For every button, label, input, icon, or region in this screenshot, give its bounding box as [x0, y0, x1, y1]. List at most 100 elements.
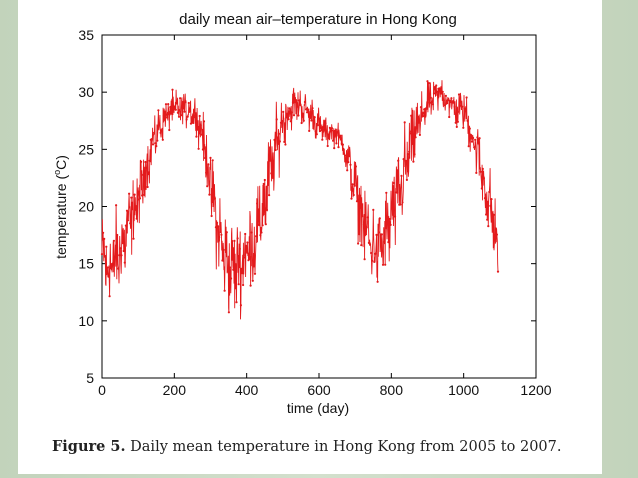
data-point — [473, 146, 476, 149]
data-point — [310, 119, 313, 122]
data-point — [381, 263, 385, 266]
data-point — [225, 231, 228, 234]
data-point — [151, 143, 155, 146]
data-point — [401, 201, 404, 204]
data-point — [211, 159, 214, 162]
data-point — [323, 128, 326, 132]
y-axis-label: temperature (oC) — [52, 155, 69, 259]
data-point — [195, 135, 198, 138]
data-point — [242, 283, 245, 287]
data-point — [268, 194, 271, 197]
data-point — [184, 101, 187, 104]
data-point — [217, 225, 220, 228]
data-point — [132, 237, 135, 240]
data-point — [136, 198, 139, 201]
data-point — [426, 80, 429, 83]
data-point — [283, 140, 286, 143]
data-point — [402, 158, 405, 161]
data-point — [239, 304, 242, 307]
data-point — [119, 247, 122, 250]
x-axis-label: time (day) — [287, 400, 349, 416]
data-point — [388, 217, 391, 221]
data-point — [150, 138, 153, 141]
data-point — [339, 134, 342, 137]
data-point — [363, 258, 366, 261]
data-point — [312, 122, 315, 125]
data-point — [260, 231, 263, 234]
data-point — [481, 167, 484, 170]
data-point — [275, 118, 278, 121]
data-point — [405, 178, 408, 181]
data-point — [467, 145, 470, 148]
data-point — [428, 101, 431, 104]
data-point — [359, 194, 362, 197]
data-point — [399, 203, 402, 206]
data-point — [313, 116, 316, 119]
data-point — [255, 235, 258, 238]
data-point — [204, 156, 207, 160]
x-tick-label: 1000 — [448, 382, 479, 398]
data-point — [392, 181, 395, 185]
y-tick-label: 35 — [78, 27, 94, 43]
data-point — [364, 233, 367, 236]
data-point — [261, 224, 264, 227]
data-point — [121, 242, 124, 245]
data-point — [102, 231, 105, 234]
data-point — [288, 107, 291, 110]
data-point — [343, 154, 347, 157]
data-point — [291, 101, 295, 104]
data-point — [177, 115, 181, 118]
data-point — [474, 138, 477, 141]
x-tick-label: 400 — [235, 382, 259, 398]
data-point — [199, 124, 202, 127]
data-point — [495, 233, 498, 236]
data-point — [321, 138, 324, 141]
data-point — [173, 105, 176, 108]
data-point — [167, 103, 170, 106]
data-point — [201, 148, 204, 151]
data-point — [243, 256, 246, 259]
data-point — [264, 223, 267, 226]
data-point — [168, 128, 171, 132]
data-point — [221, 259, 224, 262]
data-point — [234, 287, 237, 290]
data-point — [393, 215, 397, 218]
data-point — [124, 224, 127, 227]
data-point — [194, 116, 197, 119]
data-point — [303, 100, 306, 104]
data-point — [419, 106, 423, 109]
data-point — [273, 138, 276, 141]
data-point — [377, 231, 380, 234]
axes-frame — [101, 34, 537, 379]
data-point — [306, 111, 309, 114]
data-point — [328, 126, 331, 129]
data-point — [476, 136, 479, 139]
data-point — [463, 107, 466, 110]
data-point — [160, 129, 163, 132]
data-point — [287, 118, 290, 121]
data-point — [350, 197, 353, 200]
data-point — [353, 184, 356, 187]
data-point — [286, 116, 289, 119]
data-point — [106, 266, 109, 269]
data-point — [320, 126, 323, 129]
data-point — [493, 233, 496, 236]
data-point — [435, 84, 438, 87]
data-point — [376, 280, 379, 283]
data-point — [445, 102, 449, 105]
data-point — [348, 155, 351, 158]
data-point — [314, 130, 317, 133]
data-point — [265, 208, 268, 211]
data-point — [380, 233, 383, 236]
data-point — [200, 133, 203, 136]
data-point — [412, 160, 415, 163]
data-point — [130, 196, 133, 199]
data-point — [263, 178, 266, 182]
data-point — [464, 110, 467, 113]
data-point — [215, 221, 219, 224]
data-point — [277, 132, 280, 135]
data-point — [311, 107, 314, 110]
data-point — [107, 275, 110, 278]
data-point — [425, 107, 428, 110]
